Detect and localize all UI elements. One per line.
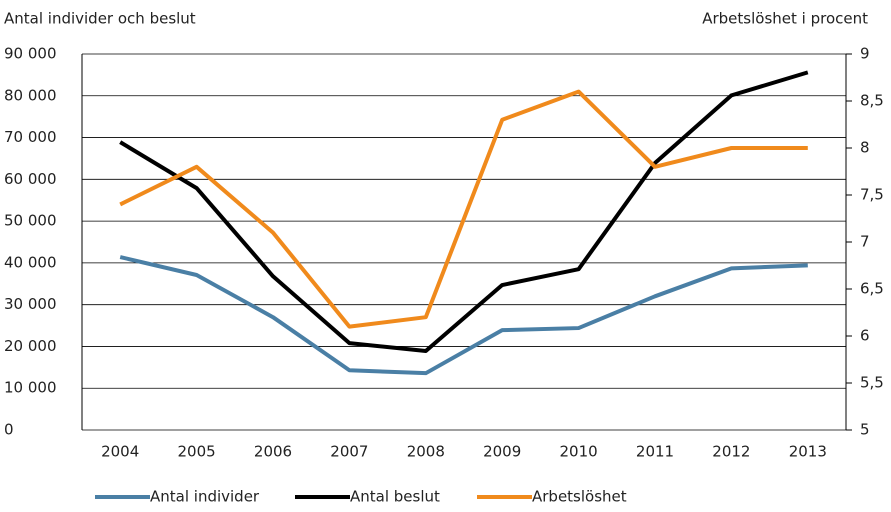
x-tick-label: 2005 xyxy=(178,443,216,461)
series-line xyxy=(119,70,809,354)
y2-tick-label: 9 xyxy=(860,45,870,63)
legend-label: Antal individer xyxy=(150,488,260,506)
y-tick-label: 50 000 xyxy=(4,212,57,230)
y-tick-label: 10 000 xyxy=(4,379,57,397)
legend-label: Antal beslut xyxy=(350,488,440,506)
y-tick-label: 70 000 xyxy=(4,128,57,146)
y2-tick-label: 8 xyxy=(860,139,870,157)
x-tick-label: 2007 xyxy=(330,443,368,461)
x-tick-label: 2004 xyxy=(101,443,139,461)
y2-tick-label: 5,5 xyxy=(860,374,884,392)
x-tick-label: 2006 xyxy=(254,443,292,461)
y2-axis-title: Arbetslöshet i procent xyxy=(702,10,868,28)
y-tick-label: 0 xyxy=(4,421,14,439)
x-tick-label: 2012 xyxy=(712,443,750,461)
y-axis-title: Antal individer och beslut xyxy=(4,10,196,28)
x-tick-label: 2009 xyxy=(483,443,521,461)
legend-label: Arbetslöshet xyxy=(532,488,627,506)
y2-tick-label: 7,5 xyxy=(860,186,884,204)
y2-tick-label: 5 xyxy=(860,421,870,439)
y-tick-label: 80 000 xyxy=(4,86,57,104)
x-tick-label: 2013 xyxy=(789,443,827,461)
x-tick-label: 2011 xyxy=(636,443,674,461)
y2-tick-label: 6 xyxy=(860,327,870,345)
x-tick-label: 2008 xyxy=(407,443,445,461)
y2-tick-label: 6,5 xyxy=(860,280,884,298)
y-tick-label: 40 000 xyxy=(4,253,57,271)
series-line xyxy=(119,89,808,329)
series-line xyxy=(119,255,808,376)
y-tick-label: 30 000 xyxy=(4,295,57,313)
y-tick-label: 90 000 xyxy=(4,45,57,63)
y2-tick-label: 8,5 xyxy=(860,92,884,110)
y2-tick-label: 7 xyxy=(860,233,870,251)
x-tick-label: 2010 xyxy=(560,443,598,461)
y-tick-label: 20 000 xyxy=(4,337,57,355)
y-tick-label: 60 000 xyxy=(4,170,57,188)
